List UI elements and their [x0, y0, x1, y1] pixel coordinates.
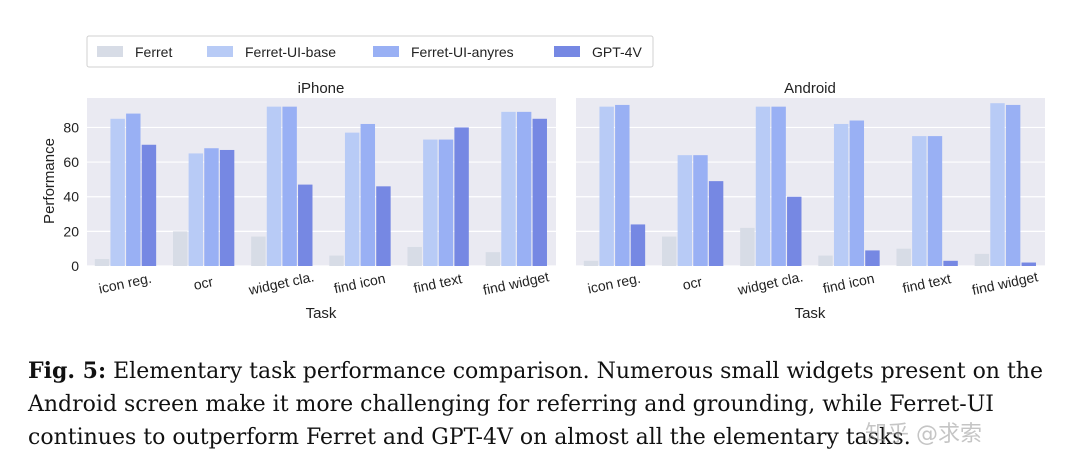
bar-chart-figure: Ferret Ferret-UI-base Ferret-UI-anyres GPT-… — [41, 35, 1045, 322]
bar-find-icon-Ferret — [818, 255, 833, 266]
bar-find-text-GPT-4V — [943, 260, 958, 266]
y-tick-label-0: 0 — [71, 258, 79, 274]
bar-icon-reg--Ferret-UI-anyres — [615, 104, 630, 267]
legend-label-1: Ferret-UI-base — [245, 44, 336, 60]
bar-ocr-Ferret — [172, 231, 188, 266]
bar-find-text-GPT-4V — [454, 127, 469, 266]
x-axis-label-android: Task — [795, 305, 826, 322]
bar-ocr-GPT-4V — [219, 149, 235, 266]
plot-area-1 — [576, 98, 1045, 266]
bar-ocr-Ferret-UI-base — [188, 153, 204, 266]
x-tick-label: widget cla. — [735, 268, 804, 298]
bar-find-widget-Ferret-UI-anyres — [516, 111, 532, 266]
bar-find-widget-Ferret — [974, 253, 990, 266]
chart-title-iphone: iPhone — [298, 80, 345, 97]
watermark: 知乎 @求索 — [865, 422, 982, 447]
bar-icon-reg--Ferret-UI-base — [599, 106, 614, 266]
bar-find-text-Ferret-UI-base — [912, 136, 927, 266]
bar-widget-cla--GPT-4V — [298, 184, 313, 266]
bar-find-icon-Ferret-UI-anyres — [360, 123, 376, 267]
bar-icon-reg--Ferret — [94, 259, 110, 266]
x-tick-label: find widget — [481, 268, 550, 298]
x-tick-label: find icon — [332, 270, 386, 296]
y-tick-label-60: 60 — [63, 154, 79, 170]
bar-find-widget-Ferret-UI-base — [501, 111, 516, 266]
x-tick-label: widget cla. — [246, 268, 315, 298]
bar-find-widget-Ferret — [485, 252, 501, 266]
bar-widget-cla--Ferret — [251, 236, 266, 266]
bar-find-widget-GPT-4V — [532, 118, 547, 266]
legend: Ferret Ferret-UI-base Ferret-UI-anyres GPT-… — [86, 35, 654, 68]
legend-swatch-3 — [554, 46, 580, 57]
caption-text: Elementary task performance comparison. … — [28, 359, 1043, 450]
x-tick-label: find text — [901, 270, 952, 296]
bar-find-icon-GPT-4V — [376, 186, 391, 266]
bar-find-text-Ferret-UI-base — [423, 139, 438, 266]
bar-find-text-Ferret — [896, 248, 911, 266]
x-tick-label: ocr — [192, 273, 215, 293]
bar-find-widget-GPT-4V — [1021, 262, 1036, 266]
x-tick-label: ocr — [681, 273, 704, 293]
bar-widget-cla--Ferret-UI-anyres — [282, 106, 297, 266]
bar-find-widget-Ferret-UI-anyres — [1005, 104, 1021, 267]
bar-widget-cla--Ferret-UI-anyres — [771, 106, 786, 266]
bar-find-icon-Ferret-UI-base — [344, 132, 360, 266]
bar-ocr-Ferret-UI-anyres — [693, 155, 708, 266]
bar-ocr-Ferret-UI-anyres — [204, 148, 219, 266]
legend-label-3: GPT-4V — [592, 44, 642, 60]
bar-find-widget-Ferret-UI-base — [990, 103, 1005, 266]
x-tick-label: find text — [412, 270, 463, 296]
bar-icon-reg--GPT-4V — [141, 144, 157, 266]
bar-ocr-GPT-4V — [708, 181, 724, 266]
legend-swatch-1 — [207, 46, 233, 57]
x-axis-label-iphone: Task — [306, 305, 337, 322]
bar-widget-cla--Ferret-UI-base — [266, 106, 282, 266]
bar-icon-reg--Ferret-UI-anyres — [126, 113, 141, 266]
y-tick-label-40: 40 — [63, 189, 79, 205]
legend-label-2: Ferret-UI-anyres — [411, 44, 514, 60]
bar-find-icon-Ferret-UI-base — [833, 123, 849, 267]
x-tick-label: find widget — [970, 268, 1039, 298]
figure-caption: Fig. 5: Elementary task performance comp… — [28, 355, 1068, 454]
y-tick-label-20: 20 — [63, 223, 79, 239]
caption-label: Fig. 5: — [28, 358, 107, 384]
y-tick-label-80: 80 — [63, 119, 79, 135]
bar-icon-reg--Ferret — [583, 260, 599, 266]
bar-icon-reg--Ferret-UI-base — [110, 118, 125, 266]
y-axis-label: Performance — [41, 138, 58, 224]
bar-widget-cla--Ferret — [740, 227, 755, 266]
bar-find-icon-Ferret-UI-anyres — [849, 120, 865, 266]
bar-widget-cla--Ferret-UI-base — [755, 106, 771, 266]
bar-find-text-Ferret-UI-anyres — [438, 139, 454, 266]
bar-find-icon-Ferret — [329, 255, 344, 266]
plot-area-0 — [87, 98, 556, 266]
legend-label-0: Ferret — [135, 44, 172, 60]
bar-find-text-Ferret-UI-anyres — [927, 136, 943, 266]
x-tick-label: icon reg. — [97, 270, 153, 297]
bar-widget-cla--GPT-4V — [787, 196, 802, 266]
bar-find-text-Ferret — [407, 246, 422, 266]
x-tick-label: icon reg. — [586, 270, 642, 297]
legend-swatch-2 — [373, 46, 399, 57]
chart-panel-android: icon reg. ocr widget cla. find icon find tex… — [576, 98, 1045, 298]
bar-ocr-Ferret-UI-base — [677, 155, 693, 266]
legend-swatch-0 — [97, 46, 123, 57]
bar-ocr-Ferret — [661, 236, 677, 266]
x-tick-label: find icon — [821, 270, 875, 296]
chart-panel-iphone: 0 20 40 60 80 icon reg. ocr widget cla. find ico… — [63, 98, 556, 298]
chart-title-android: Android — [784, 80, 836, 97]
legend-box — [86, 35, 654, 68]
bar-find-icon-GPT-4V — [865, 250, 880, 266]
bar-icon-reg--GPT-4V — [630, 224, 646, 266]
